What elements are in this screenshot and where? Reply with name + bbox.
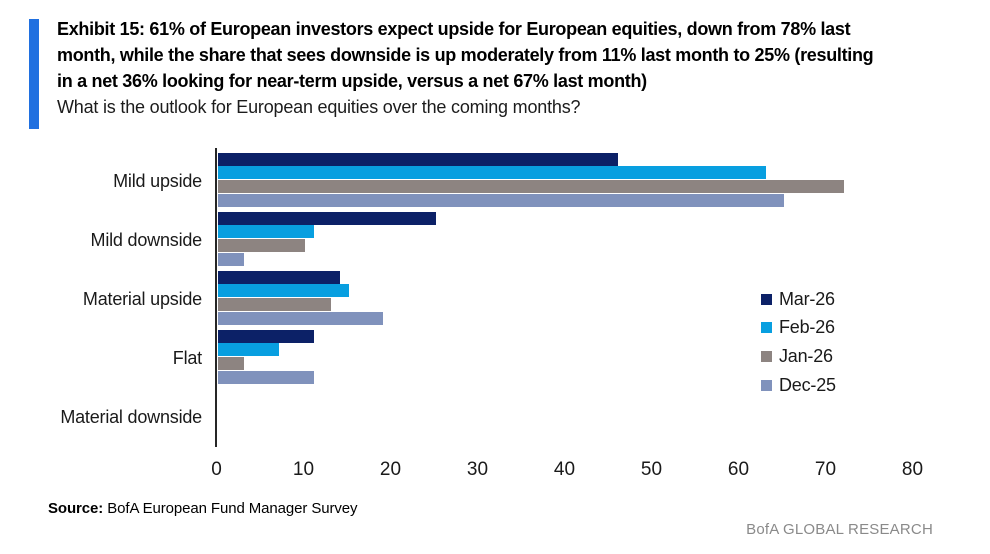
- legend-swatch-feb-26: [761, 322, 772, 334]
- bar-dec-25-mild-downside: [218, 252, 245, 266]
- exhibit-subtitle: What is the outlook for European equitie…: [57, 97, 581, 117]
- exhibit-title-line-2: month, while the share that sees downsid…: [57, 45, 874, 65]
- bar-dec-25-mild-upside: [218, 193, 784, 207]
- legend-label-jan-26: Jan-26: [779, 345, 833, 366]
- x-tick-0: 0: [211, 459, 222, 480]
- source-note: Source: BofA European Fund Manager Surve…: [48, 500, 358, 517]
- legend-item-jan-26: Jan-26: [761, 345, 833, 367]
- bar-dec-25-material-upside: [218, 311, 384, 325]
- x-tick-20: 20: [379, 459, 402, 480]
- exhibit-header: Exhibit 15: 61% of European investors ex…: [57, 16, 967, 120]
- bar-feb-26-material-upside: [218, 284, 349, 298]
- category-label-material-upside: Material upside: [82, 288, 202, 309]
- exhibit-title-line-1: Exhibit 15: 61% of European investors ex…: [57, 19, 851, 39]
- header-accent-bar: [29, 19, 39, 129]
- legend-item-feb-26: Feb-26: [761, 317, 835, 339]
- legend-swatch-jan-26: [761, 350, 772, 362]
- x-tick-50: 50: [640, 459, 663, 480]
- legend-swatch-dec-25: [761, 379, 772, 391]
- bar-jan-26-mild-upside: [218, 180, 845, 193]
- category-label-material-downside: Material downside: [60, 406, 202, 427]
- bar-dec-25-flat: [218, 370, 314, 384]
- legend-item-dec-25: Dec-25: [761, 374, 836, 396]
- source-label: Source:: [48, 500, 104, 517]
- category-label-flat: Flat: [172, 347, 202, 368]
- x-tick-30: 30: [466, 459, 489, 480]
- bar-mar-26-flat: [218, 329, 314, 343]
- legend-label-feb-26: Feb-26: [779, 317, 835, 338]
- bar-feb-26-mild-downside: [218, 225, 314, 239]
- x-tick-70: 70: [814, 459, 837, 480]
- bar-jan-26-mild-downside: [218, 239, 305, 252]
- exhibit-title-line-3: in a net 36% looking for near-term upsid…: [57, 71, 647, 91]
- bar-mar-26-mild-upside: [218, 152, 619, 166]
- x-tick-60: 60: [727, 459, 750, 480]
- legend-label-dec-25: Dec-25: [779, 374, 836, 395]
- bar-jan-26-material-upside: [218, 298, 332, 311]
- legend-label-mar-26: Mar-26: [779, 288, 835, 309]
- y-axis-line: [215, 148, 217, 447]
- source-text: BofA European Fund Manager Survey: [103, 500, 358, 517]
- bar-feb-26-mild-upside: [218, 166, 767, 180]
- x-tick-80: 80: [901, 459, 924, 480]
- bar-feb-26-flat: [218, 343, 279, 357]
- x-tick-10: 10: [292, 459, 315, 480]
- category-label-mild-upside: Mild upside: [113, 170, 202, 191]
- legend-swatch-mar-26: [761, 293, 772, 305]
- category-label-mild-downside: Mild downside: [90, 229, 203, 250]
- bar-mar-26-mild-downside: [218, 211, 436, 225]
- brand-footer: BofA GLOBAL RESEARCH: [746, 521, 933, 538]
- bar-mar-26-material-upside: [218, 270, 340, 284]
- x-tick-40: 40: [553, 459, 576, 480]
- bar-jan-26-flat: [218, 357, 245, 370]
- legend-item-mar-26: Mar-26: [761, 288, 835, 310]
